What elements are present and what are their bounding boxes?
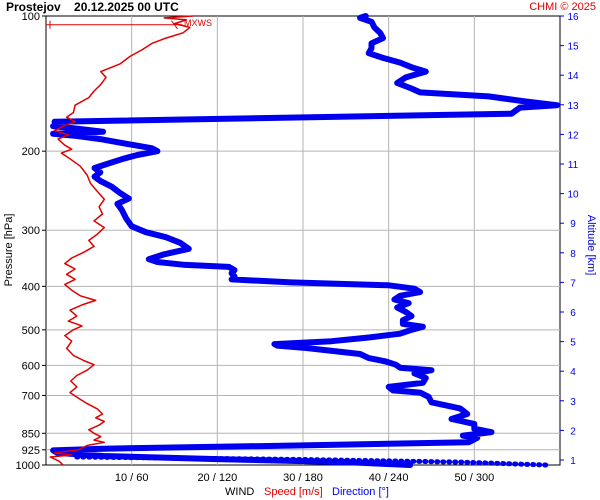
altitude-tick-label: 3: [570, 397, 576, 408]
pressure-tick-label: 1000: [16, 460, 40, 472]
altitude-tick-label: 10: [567, 190, 579, 201]
pressure-tick-label: 850: [22, 428, 40, 440]
pressure-tick-label: 925: [22, 445, 40, 457]
pressure-tick-label: 600: [22, 360, 40, 372]
altitude-tick-label: 1: [570, 456, 576, 467]
pressure-tick-label: 700: [22, 390, 40, 402]
altitude-tick-label: 6: [570, 308, 576, 319]
data-layer: [46, 13, 561, 468]
station-title: Prostejov 20.12.2025 00 UTC: [6, 0, 179, 14]
grid-layer: [42, 15, 564, 466]
altitude-tick-label: 7: [570, 278, 576, 289]
altitude-tick-label: 13: [567, 101, 579, 112]
altitude-tick-label: 8: [570, 249, 576, 260]
direction-dotted-segment: [72, 454, 549, 468]
axis-layer: Pressure [hPa] Altitude [km] WIND Speed …: [3, 11, 597, 498]
pressure-axis-title: Pressure [hPa]: [3, 214, 15, 287]
altitude-tick-label: 9: [570, 219, 576, 230]
altitude-tick-label: 15: [567, 42, 579, 53]
altitude-tick-label: 5: [570, 338, 576, 349]
altitude-tick-label: 16: [567, 12, 579, 23]
copyright-link[interactable]: CHMI © 2025: [529, 1, 596, 13]
speed-series-line: [49, 15, 194, 466]
speed-axis-label: Speed [m/s]: [264, 486, 323, 498]
wind-tick-label: 40 / 240: [369, 472, 409, 484]
altitude-tick-label: 4: [570, 367, 576, 378]
wind-tick-label: 10 / 60: [115, 472, 149, 484]
direction-axis-label: Direction [°]: [332, 486, 389, 498]
altitude-axis-title: Altitude [km]: [585, 215, 597, 276]
altitude-tick-label: 14: [567, 71, 579, 82]
wind-tick-label: 30 / 180: [283, 472, 323, 484]
wind-axis-label: WIND: [225, 486, 254, 498]
altitude-tick-label: 11: [568, 160, 579, 171]
max-wind-speed-marker-tick: [171, 20, 178, 30]
wind-tick-label: 50 / 300: [454, 472, 494, 484]
altitude-tick-label: 2: [570, 426, 576, 437]
wind-tick-label: 20 / 120: [197, 472, 237, 484]
x-axis-title-group: WIND Speed [m/s] Direction [°]: [225, 486, 389, 498]
pressure-tick-label: 300: [22, 225, 40, 237]
pressure-tick-label: 200: [22, 146, 40, 158]
altitude-tick-label: 12: [567, 130, 579, 141]
pressure-tick-label: 500: [22, 325, 40, 337]
pressure-tick-label: 100: [22, 11, 40, 23]
direction-series-line: [50, 13, 561, 468]
max-wind-speed-marker-label: MXWS: [184, 18, 212, 28]
pressure-tick-label: 400: [22, 281, 40, 293]
